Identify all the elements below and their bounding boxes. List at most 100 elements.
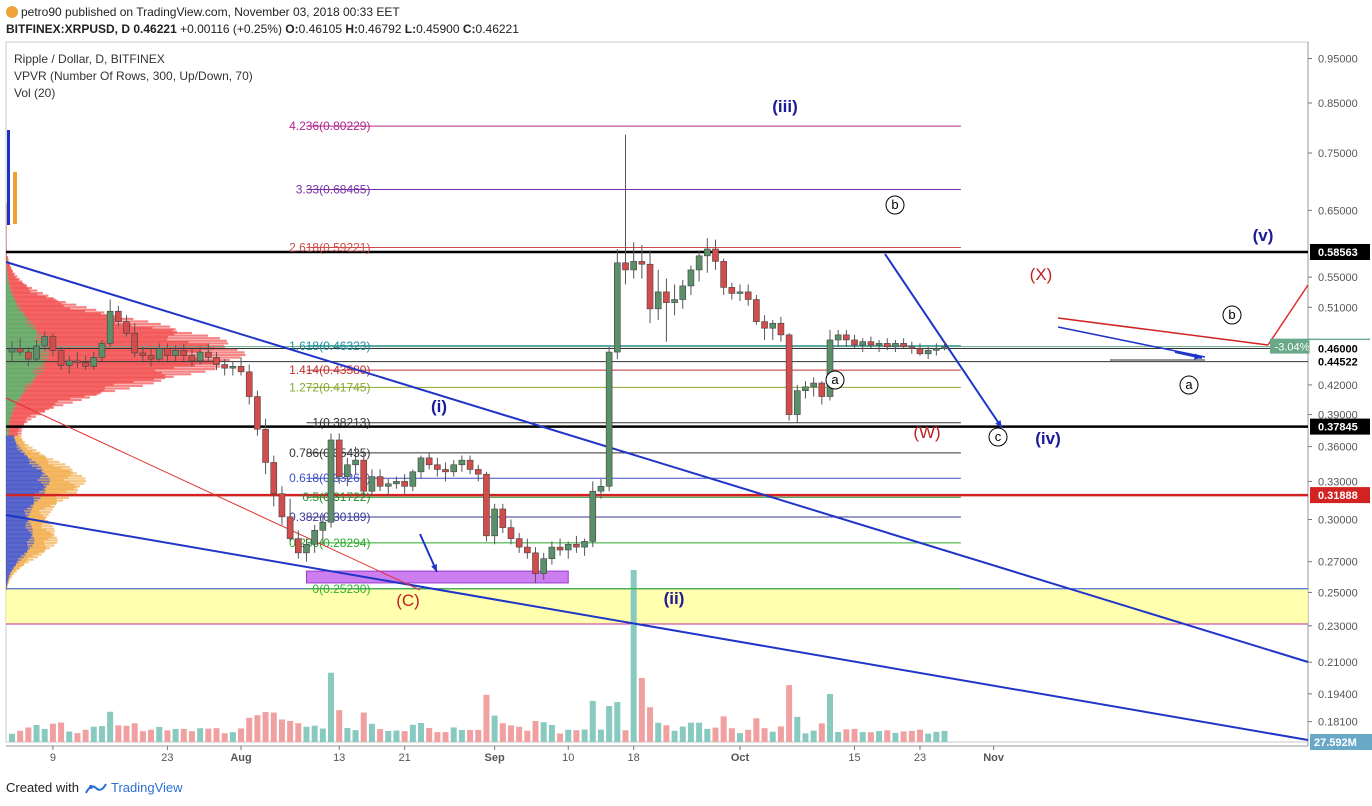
volume-bar — [843, 729, 850, 742]
candle-body — [663, 291, 670, 303]
candle-body — [368, 476, 376, 492]
vpvr-row-down — [31, 320, 149, 323]
volume-bar — [704, 728, 711, 742]
vpvr-row-down — [27, 543, 45, 546]
x-tick-label: 10 — [562, 752, 574, 764]
candle-body — [229, 366, 237, 369]
vpvr-row-down — [49, 477, 86, 480]
vpvr-row-down — [48, 351, 245, 354]
vpvr-row-up — [6, 441, 17, 444]
y-tick-label: 0.51000 — [1318, 302, 1358, 314]
vpvr-row-down — [6, 219, 7, 223]
volume-tag-bg — [1310, 734, 1372, 750]
vpvr-row-up — [6, 352, 39, 355]
volume-bar — [107, 711, 114, 742]
vpvr-row-up — [6, 577, 9, 581]
vpvr-row-down — [6, 264, 11, 268]
volume-bar — [336, 710, 343, 742]
vpvr-row-up — [6, 382, 33, 385]
volume-bar — [66, 731, 73, 742]
wave-label: (v) — [1253, 226, 1274, 245]
vpvr-row-up — [6, 462, 30, 465]
vpvr-row-up — [6, 436, 14, 439]
candle-body — [769, 322, 777, 329]
volume-bar — [655, 722, 662, 742]
candle-body — [8, 348, 16, 353]
vpvr-row-up — [6, 342, 46, 345]
candle-body — [123, 321, 130, 334]
vpvr-row-down — [6, 245, 7, 248]
candle-body — [434, 464, 441, 470]
vpvr-row-up — [6, 434, 15, 438]
vpvr-row-up — [6, 572, 11, 575]
fib-label: 1.414(0.43580) — [289, 363, 370, 377]
vpvr-row-up — [6, 375, 37, 378]
vpvr-row-down — [6, 228, 7, 232]
candle-body — [57, 349, 65, 366]
vpvr-row-down — [6, 243, 7, 246]
y-tick-label: 0.33000 — [1318, 476, 1358, 488]
vpvr-row-up — [6, 416, 10, 420]
vpvr-row-up — [6, 267, 7, 270]
fib-label: 3.33(0.68465) — [296, 183, 371, 197]
y-tick-label: 0.65000 — [1318, 205, 1358, 217]
vpvr-row-down — [41, 465, 70, 469]
vpvr-row-down — [6, 226, 7, 229]
x-tick-label: 21 — [399, 752, 411, 764]
vpvr-row-up — [6, 283, 10, 286]
vpvr-row-down — [6, 255, 8, 259]
vpvr-row-up — [6, 463, 39, 466]
vpvr-row-down — [6, 203, 7, 206]
vpvr-row-down — [12, 413, 41, 416]
vpvr-row-up — [6, 556, 24, 559]
vpvr-row-up — [6, 433, 9, 436]
vpvr-row-down — [14, 406, 54, 409]
wave-label: (iv) — [1035, 429, 1061, 448]
tradingview-brand[interactable]: TradingView — [110, 780, 183, 795]
vpvr-row-up — [6, 268, 8, 272]
vpvr-row-up — [6, 333, 37, 336]
vpvr-row-down — [21, 558, 34, 561]
vpvr-row-down — [41, 473, 72, 476]
volume-bar — [156, 726, 163, 742]
vpvr-row-down — [40, 496, 69, 500]
vpvr-row-up — [6, 496, 41, 500]
vpvr-row-up — [6, 284, 10, 287]
vpvr-row-up — [6, 404, 17, 407]
fib-label: 4.236(0.80229) — [289, 119, 370, 133]
author-name[interactable]: petro90 — [21, 5, 62, 19]
vpvr-row-down — [32, 530, 55, 533]
vpvr-row-up — [6, 389, 26, 393]
vpvr-row-down — [14, 405, 53, 408]
vpvr-row-down — [6, 212, 7, 215]
candle-body — [237, 366, 245, 373]
vpvr-row-down — [34, 377, 166, 380]
vpvr-row-down — [27, 517, 46, 520]
volume-bar — [377, 729, 384, 742]
candle-body — [728, 287, 736, 294]
volume-bar — [74, 733, 81, 742]
wave-label: a — [831, 372, 839, 387]
candle-body — [540, 558, 548, 574]
fib-label: 1.618(0.46323) — [289, 339, 370, 353]
vpvr-row-up — [6, 517, 28, 520]
vpvr-row-down — [36, 375, 174, 378]
candle-body — [98, 343, 106, 358]
candle-body — [524, 546, 531, 554]
candle-body — [417, 457, 425, 473]
vpvr-row-up — [6, 562, 17, 565]
vpvr-row-down — [49, 482, 85, 485]
vpvr-row-down — [6, 225, 7, 228]
vpvr-row-down — [44, 362, 220, 366]
vpvr-row-up — [6, 530, 33, 533]
vpvr-row-up — [6, 264, 7, 268]
vpvr-row-down — [33, 498, 57, 501]
vpvr-row-up — [6, 315, 27, 318]
vpvr-row-up — [6, 503, 34, 506]
vpvr-row-up — [6, 547, 31, 550]
vpvr-row-up — [6, 548, 28, 551]
vpvr-row-up — [6, 275, 9, 278]
volume-bar — [663, 725, 670, 742]
vpvr-row-up — [6, 522, 31, 525]
